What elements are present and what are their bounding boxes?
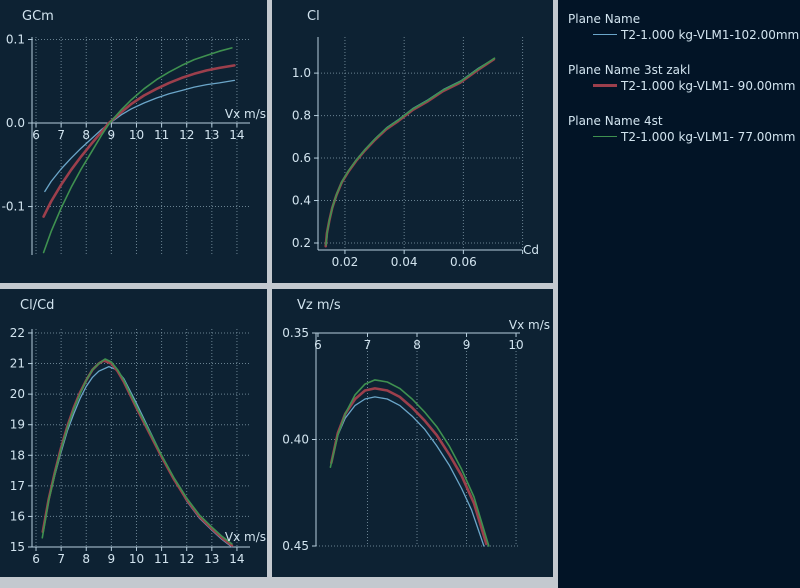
series-curve-red — [329, 387, 488, 546]
legend-line-sample — [593, 135, 617, 138]
plane-legend: Plane Name T2-1.000 kg-VLM1-102.00mm Plane… — [558, 0, 800, 588]
y-tick-label: 19 — [10, 418, 25, 432]
polar-name: T2-1.000 kg-VLM1- 77.00mm — [621, 129, 796, 144]
y-tick-label: 17 — [10, 479, 25, 493]
x-tick-label: 13 — [204, 552, 219, 566]
x-tick-label: 7 — [57, 128, 65, 142]
y-tick-label: 0.6 — [292, 151, 311, 165]
x-tick-label: 7 — [57, 552, 65, 566]
chart-title: Cl — [307, 9, 320, 24]
x-tick-label: 10 — [508, 338, 523, 352]
x-axis-label: Cd — [523, 243, 539, 257]
y-tick-label: -0.1 — [2, 200, 25, 214]
x-tick-label: 14 — [229, 128, 244, 142]
x-tick-label: 12 — [179, 128, 194, 142]
polar-name: T2-1.000 kg-VLM1- 90.00mm — [621, 78, 796, 93]
chart-canvas-3[interactable]: 6 7 8 9 10 0.35 0.40 0.45 Vz m/s Vx m/s — [272, 289, 553, 577]
x-axis-label: Vx m/s — [509, 318, 550, 332]
x-tick-label: 7 — [364, 338, 372, 352]
y-tick-label: 16 — [10, 509, 25, 523]
x-tick-label: 10 — [129, 552, 144, 566]
series-curve-blue — [325, 58, 495, 246]
chart-panel-vz[interactable]: 6 7 8 9 10 0.35 0.40 0.45 Vz m/s Vx m/s — [272, 289, 553, 577]
series-curve-green — [42, 47, 233, 254]
chart-title: Vz m/s — [297, 298, 341, 313]
series-curve-red — [41, 359, 234, 547]
y-tick-label: 21 — [10, 357, 25, 371]
polar-entry[interactable]: T2-1.000 kg-VLM1-102.00mm — [593, 27, 800, 42]
x-tick-label: 11 — [154, 552, 169, 566]
series-curve-green — [41, 358, 233, 545]
series-curve-blue — [44, 79, 236, 193]
y-tick-label: 18 — [10, 448, 25, 462]
y-tick-label: 0.0 — [6, 116, 25, 130]
plane-name: Plane Name 3st zakl — [568, 63, 691, 77]
legend-group-1[interactable]: Plane Name 3st zakl T2-1.000 kg-VLM1- 90.… — [568, 63, 800, 93]
y-tick-label: 0.8 — [292, 109, 311, 123]
x-tick-label: 10 — [129, 128, 144, 142]
x-tick-label: 8 — [82, 128, 90, 142]
x-tick-label: 0.04 — [391, 255, 418, 269]
plane-name: Plane Name — [568, 12, 641, 26]
chart-panel-clcd[interactable]: 6 7 8 9 10 11 12 13 14 15 16 17 18 19 20 21 22 Cl/Cd Vx m/… — [0, 289, 267, 577]
x-tick-label: 6 — [32, 552, 40, 566]
series-curve-green — [325, 57, 496, 246]
legend-group-2[interactable]: Plane Name 4st T2-1.000 kg-VLM1- 77.00mm — [568, 114, 800, 144]
chart-panel-cl[interactable]: 0.02 0.04 0.06 0.2 0.4 0.6 0.8 1.0 Cl Cd — [272, 0, 553, 283]
legend-group-0[interactable]: Plane Name T2-1.000 kg-VLM1-102.00mm — [568, 12, 800, 42]
x-tick-label: 6 — [32, 128, 40, 142]
y-tick-label: 15 — [10, 540, 25, 554]
polar-name: T2-1.000 kg-VLM1-102.00mm — [621, 27, 800, 42]
chart-canvas-2[interactable]: 6 7 8 9 10 11 12 13 14 15 16 17 18 19 20 21 22 Cl/Cd Vx m/… — [0, 289, 267, 577]
series-curve-red — [324, 57, 496, 248]
x-tick-label: 9 — [463, 338, 471, 352]
x-tick-label: 14 — [229, 552, 244, 566]
y-tick-label: 22 — [10, 326, 25, 340]
x-tick-label: 8 — [82, 552, 90, 566]
x-tick-label: 6 — [314, 338, 322, 352]
chart-title: Cl/Cd — [20, 298, 54, 313]
x-tick-label: 8 — [413, 338, 421, 352]
y-tick-label: 0.40 — [282, 433, 309, 447]
legend-line-sample — [593, 33, 617, 36]
charts-grid: 6 7 8 9 10 11 12 13 14 0.1 0.0 -0.1 GCm Vx m/s 0.02 0.… — [0, 0, 558, 588]
x-tick-label: 9 — [108, 128, 116, 142]
chart-panel-gcm[interactable]: 6 7 8 9 10 11 12 13 14 0.1 0.0 -0.1 GCm Vx m/s — [0, 0, 267, 283]
x-axis-label: Vx m/s — [225, 530, 266, 544]
y-tick-label: 20 — [10, 387, 25, 401]
x-tick-label: 11 — [154, 128, 169, 142]
series-curve-blue — [331, 396, 485, 547]
polar-entry[interactable]: T2-1.000 kg-VLM1- 77.00mm — [593, 129, 800, 144]
chart-title: GCm — [22, 9, 54, 24]
y-tick-label: 0.35 — [282, 326, 309, 340]
x-tick-label: 9 — [108, 552, 116, 566]
x-tick-label: 0.02 — [332, 255, 359, 269]
y-tick-label: 1.0 — [292, 66, 311, 80]
polar-entry[interactable]: T2-1.000 kg-VLM1- 90.00mm — [593, 78, 800, 93]
x-tick-label: 13 — [204, 128, 219, 142]
series-curve-green — [329, 379, 490, 547]
chart-canvas-0[interactable]: 6 7 8 9 10 11 12 13 14 0.1 0.0 -0.1 GCm Vx m/s — [0, 0, 267, 283]
y-tick-label: 0.1 — [6, 33, 25, 47]
x-axis-label: Vx m/s — [225, 107, 266, 121]
x-tick-label: 12 — [179, 552, 194, 566]
x-tick-label: 0.06 — [450, 255, 477, 269]
legend-line-sample — [593, 84, 617, 87]
y-tick-label: 0.45 — [282, 539, 309, 553]
y-tick-label: 0.4 — [292, 194, 311, 208]
plane-name: Plane Name 4st — [568, 114, 663, 128]
series-curve-red — [42, 64, 236, 218]
chart-canvas-1[interactable]: 0.02 0.04 0.06 0.2 0.4 0.6 0.8 1.0 Cl Cd — [272, 0, 553, 283]
y-tick-label: 0.2 — [292, 236, 311, 250]
